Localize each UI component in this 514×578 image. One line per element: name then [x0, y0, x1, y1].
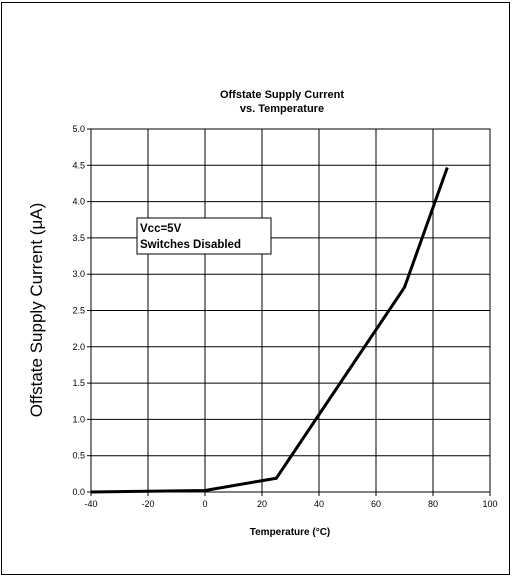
- chart-title-line-1: Offstate Supply Current: [220, 89, 344, 101]
- x-tick-label: 40: [314, 499, 324, 509]
- x-tick-label: 20: [257, 499, 267, 509]
- y-tick-label: 1.0: [72, 414, 85, 424]
- axis-ticks: -40 -20 0 20 40 60 80 100 0.0 0.5 1.0 1.5 2.0 2.5 3.0 3…: [72, 124, 497, 509]
- annotation-line-1: Vcc=5V: [140, 223, 182, 235]
- y-axis-label: Offstate Supply Current (μA): [27, 203, 46, 418]
- x-tick-label: -20: [141, 499, 154, 509]
- y-tick-label: 4.5: [72, 160, 85, 170]
- chart-title-line-2: vs. Temperature: [240, 103, 324, 115]
- y-tick-label: 1.5: [72, 378, 85, 388]
- x-tick-label: 60: [371, 499, 381, 509]
- x-axis-label: Temperature (°C): [250, 527, 331, 538]
- y-tick-label: 3.0: [72, 269, 85, 279]
- y-tick-label: 0.0: [72, 487, 85, 497]
- series-line: [90, 166, 449, 494]
- y-tick-label: 2.0: [72, 342, 85, 352]
- x-tick-label: 0: [202, 499, 207, 509]
- annotation-box: Vcc=5V Switches Disabled: [136, 217, 272, 255]
- annotation-line-2: Switches Disabled: [140, 239, 241, 251]
- y-tick-label: 3.5: [72, 233, 85, 243]
- y-tick-label: 4.0: [72, 197, 85, 207]
- x-tick-label: 100: [482, 499, 497, 509]
- grid: [91, 129, 490, 492]
- y-tick-label: 0.5: [72, 451, 85, 461]
- y-tick-label: 2.5: [72, 306, 85, 316]
- series-layer: [90, 166, 449, 494]
- x-tick-label: 80: [428, 499, 438, 509]
- y-tick-label: 5.0: [72, 124, 85, 134]
- x-tick-label: -40: [84, 499, 97, 509]
